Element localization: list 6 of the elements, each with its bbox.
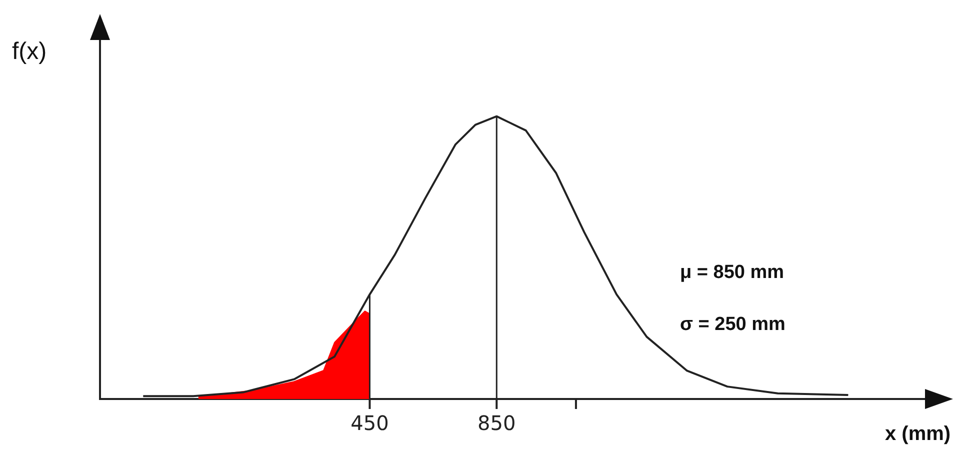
annotation: μ = 850 mm (680, 262, 784, 284)
x-tick-label: 450 (350, 411, 389, 436)
annotation: σ = 250 mm (680, 314, 786, 336)
y-axis-title: f(x) (12, 38, 47, 66)
x-tick-label: 850 (478, 411, 516, 436)
x-axis-title: x (mm) (885, 423, 951, 446)
